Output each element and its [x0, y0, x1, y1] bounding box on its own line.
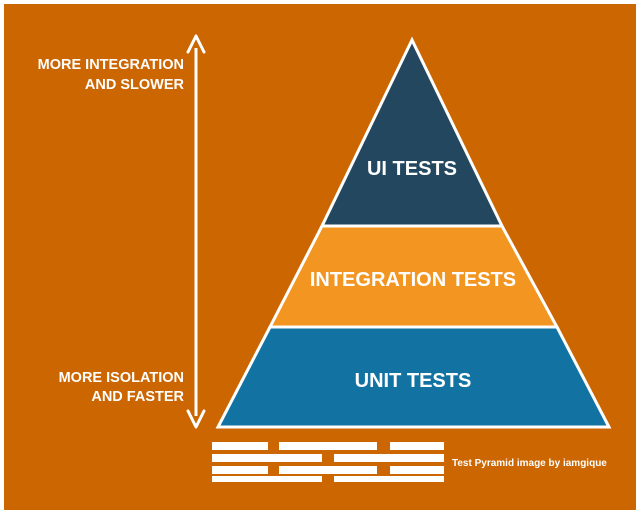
pyramid-layer-unit	[215, 325, 612, 429]
arrow-up-head	[186, 34, 206, 54]
speed-arrow	[186, 34, 206, 429]
pyramid	[215, 36, 612, 429]
brick	[212, 442, 268, 450]
brick	[334, 454, 444, 462]
bottom-label-line-1: MORE ISOLATION	[59, 370, 184, 386]
brick	[212, 466, 268, 474]
integration-tests-label: INTEGRATION TESTS	[310, 269, 516, 291]
bottom-label-line-2: AND FASTER	[91, 389, 184, 405]
top-label-line-2: AND SLOWER	[85, 77, 185, 93]
brick	[212, 454, 322, 462]
brick	[390, 442, 444, 450]
brick	[279, 442, 377, 450]
brick	[279, 466, 377, 474]
top-label-line-1: MORE INTEGRATION	[38, 57, 184, 73]
arrow-down-head	[186, 409, 206, 429]
brick	[212, 476, 322, 482]
image-credit-caption: Test Pyramid image by iamgique	[452, 458, 607, 469]
brick-foundation	[212, 442, 444, 482]
ui-tests-label: UI TESTS	[367, 158, 457, 180]
brick	[390, 466, 444, 474]
brick	[334, 476, 444, 482]
unit-tests-label: UNIT TESTS	[355, 370, 472, 392]
